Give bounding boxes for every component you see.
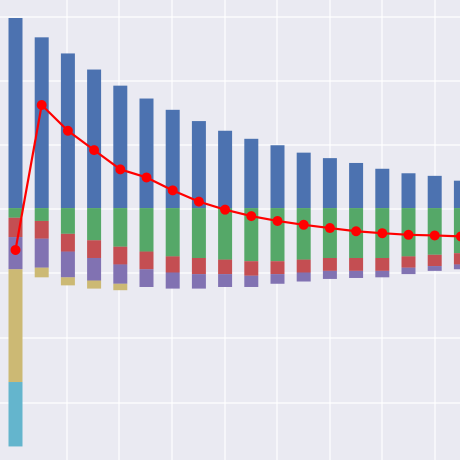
bar-series1-cat18 (453, 180, 460, 209)
line-series (10, 99, 460, 255)
line-point-15 (377, 228, 388, 239)
bar-series1-cat13 (322, 158, 337, 209)
bar-series5-cat1 (8, 269, 23, 383)
bar-series2-cat5 (113, 208, 128, 247)
bar-series1-cat17 (427, 175, 442, 209)
bar-series2-cat2 (34, 208, 49, 221)
bar-series1-cat4 (87, 69, 102, 209)
bar-series4-cat13 (322, 270, 337, 279)
bar-series1-cat8 (191, 121, 206, 209)
bar-series3-cat11 (270, 261, 285, 275)
line-point-10 (246, 211, 257, 222)
bar-series2-cat4 (87, 208, 102, 241)
bar-series4-cat9 (218, 274, 233, 287)
bar-series4-cat2 (34, 238, 49, 268)
bar-series6-cat1 (8, 382, 23, 447)
bar-series1-cat2 (34, 37, 49, 209)
line-point-12 (298, 219, 309, 230)
bar-series1-cat16 (401, 173, 416, 209)
bar-series4-cat6 (139, 269, 154, 287)
bar-series2-cat9 (218, 208, 233, 260)
bar-series2-cat8 (191, 208, 206, 258)
bar-series3-cat13 (322, 257, 337, 271)
bar-series1-cat1 (8, 18, 23, 209)
bar-series2-cat6 (139, 208, 154, 252)
bar-series4-cat8 (191, 274, 206, 289)
line-point-3 (62, 125, 73, 136)
bar-series3-cat5 (113, 246, 128, 265)
bar-series2-cat1 (8, 208, 23, 218)
bar-series1-cat9 (218, 130, 233, 209)
bar-series2-cat3 (60, 208, 75, 234)
bar-series5-cat3 (60, 277, 75, 286)
line-point-11 (272, 215, 283, 226)
bar-series3-cat6 (139, 251, 154, 270)
bar-series4-cat4 (87, 257, 102, 281)
bar-series4-cat12 (296, 272, 311, 282)
bar-series2-cat18 (453, 208, 460, 254)
bar-series1-cat5 (113, 85, 128, 209)
bar-series3-cat17 (427, 254, 442, 267)
line-point-6 (141, 172, 152, 183)
bar-series3-cat3 (60, 233, 75, 252)
bar-series2-cat10 (244, 208, 259, 262)
bar-series5-cat4 (87, 280, 102, 289)
bar-series4-cat18 (453, 264, 460, 270)
bar-series2-cat7 (165, 208, 180, 257)
bar-series5-cat5 (113, 283, 128, 291)
line-point-8 (193, 196, 204, 207)
bar-series1-cat10 (244, 138, 259, 209)
bar-series1-cat7 (165, 109, 180, 209)
line-point-1 (10, 244, 21, 255)
line-point-5 (115, 164, 126, 175)
bar-series4-cat14 (349, 270, 364, 278)
bar-series4-cat15 (375, 270, 390, 278)
line-point-18 (455, 231, 460, 242)
bar-series3-cat15 (375, 257, 390, 271)
bar-series1-cat11 (270, 145, 285, 209)
bar-series4-cat5 (113, 264, 128, 284)
bar-series4-cat10 (244, 275, 259, 287)
bar-series4-cat16 (401, 267, 416, 275)
bar-series4-cat3 (60, 251, 75, 278)
line-point-13 (324, 223, 335, 234)
line-point-14 (351, 226, 362, 237)
bar-series3-cat9 (218, 259, 233, 275)
bar-series2-cat12 (296, 208, 311, 260)
bar-series3-cat12 (296, 259, 311, 273)
bar-series4-cat7 (165, 272, 180, 289)
bar-series3-cat7 (165, 256, 180, 273)
bar-series3-cat10 (244, 261, 259, 276)
bar-series1-cat6 (139, 98, 154, 209)
bar-series5-cat2 (34, 267, 49, 278)
bar-series1-cat15 (375, 168, 390, 209)
line-point-16 (403, 229, 414, 240)
line-point-7 (167, 185, 178, 196)
line-point-4 (89, 145, 100, 156)
line-point-9 (220, 204, 231, 215)
bar-series3-cat8 (191, 257, 206, 275)
bar-series4-cat17 (427, 266, 442, 271)
bar-series3-cat16 (401, 256, 416, 268)
line-point-17 (429, 230, 440, 241)
bar-series1-cat14 (349, 162, 364, 209)
bar-series3-cat4 (87, 240, 102, 258)
bar-series3-cat2 (34, 220, 49, 239)
bar-series4-cat11 (270, 274, 285, 284)
bar-series1-cat12 (296, 152, 311, 209)
bar-series3-cat18 (453, 253, 460, 265)
bar-series3-cat14 (349, 257, 364, 271)
line-point-2 (36, 99, 47, 110)
